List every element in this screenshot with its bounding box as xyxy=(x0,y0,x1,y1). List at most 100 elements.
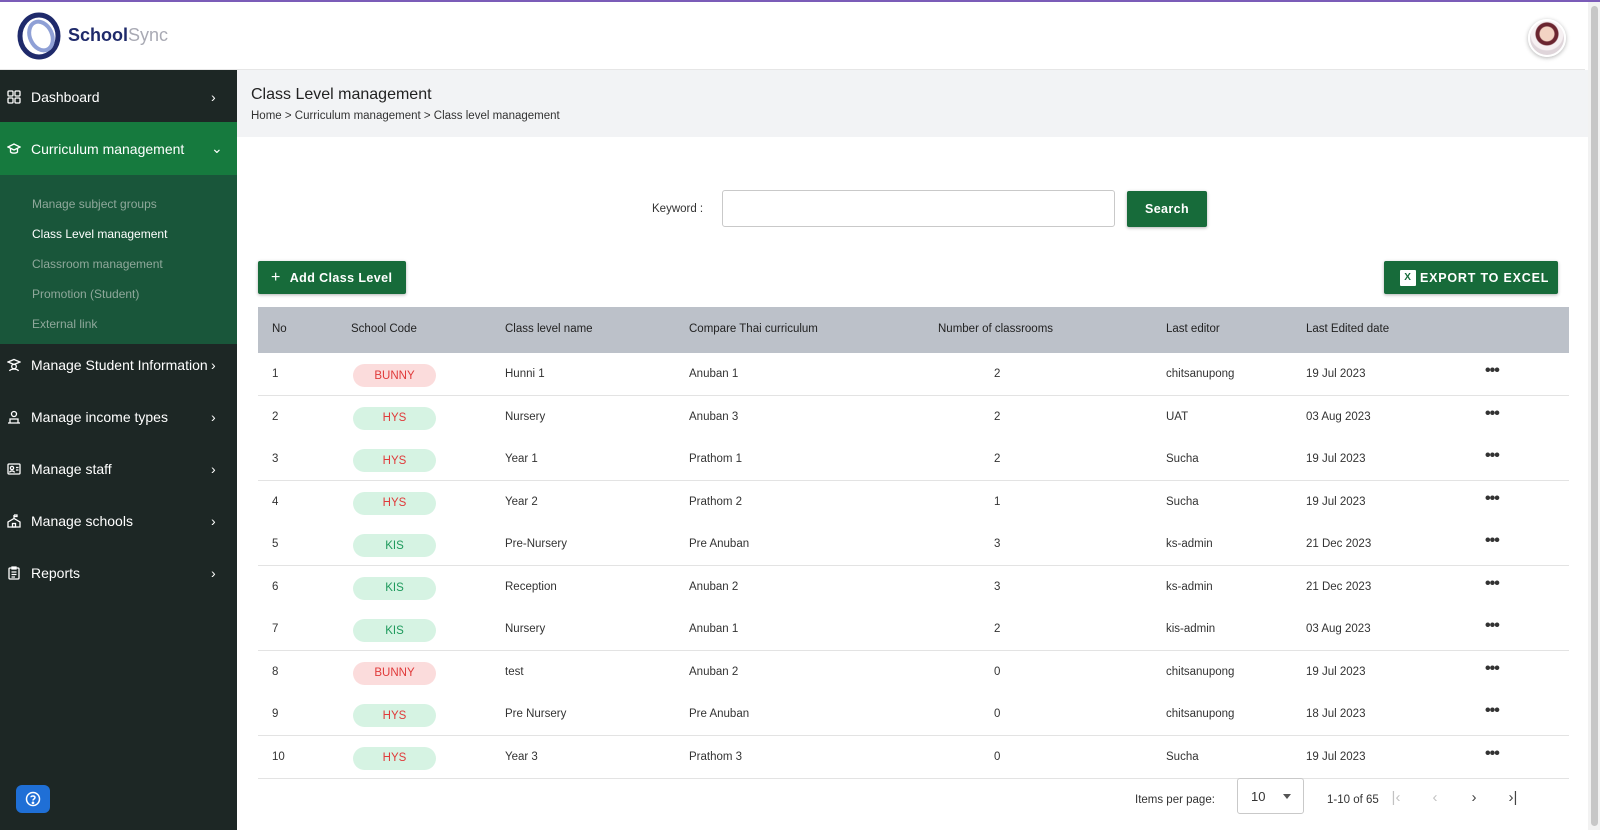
brand-secondary: Sync xyxy=(128,25,169,45)
cell-last-editor: Sucha xyxy=(1166,750,1199,763)
cell-class-level-name: Pre-Nursery xyxy=(505,538,567,550)
school-code-badge: BUNNY xyxy=(353,661,436,685)
more-horizontal-icon[interactable]: ••• xyxy=(1485,702,1500,719)
cell-class-level-name: Year 1 xyxy=(505,453,538,465)
cell-thai-curriculum: Anuban 3 xyxy=(689,410,739,423)
cell-classrooms: 2 xyxy=(994,410,1001,423)
sidebar-item-staff[interactable]: Manage staff › xyxy=(0,442,237,495)
more-horizontal-icon[interactable]: ••• xyxy=(1485,489,1500,507)
cell-class-level-name: Year 2 xyxy=(505,495,538,508)
cell-last-edited-date: 19 Jul 2023 xyxy=(1306,368,1366,380)
table-header: No School Code Class level name Compare … xyxy=(258,307,1569,353)
schoolsync-logo-icon[interactable] xyxy=(16,12,62,60)
school-code-badge: HYS xyxy=(353,406,436,430)
cell-last-editor: chitsanupong xyxy=(1166,665,1235,678)
sidebar-item-label: Manage staff xyxy=(31,460,112,477)
cell-last-edited-date: 19 Jul 2023 xyxy=(1306,495,1366,508)
submenu-item-external-link[interactable]: External link xyxy=(32,317,98,331)
cell-classrooms: 0 xyxy=(994,708,1001,720)
cell-last-editor: ks-admin xyxy=(1166,580,1213,593)
cell-last-edited-date: 19 Jul 2023 xyxy=(1306,665,1366,678)
sidebar-item-curriculum[interactable]: Curriculum management ⌄ xyxy=(0,122,237,175)
items-per-page-select[interactable]: 10 xyxy=(1237,778,1304,814)
school-icon xyxy=(7,513,21,528)
table-row: 10 Year 3 Prathom 3 0 Sucha 19 Jul 2023 HYS ••• xyxy=(258,735,1569,779)
sidebar: Dashboard › Curriculum management ⌄ Mana… xyxy=(0,70,237,830)
school-code-badge: KIS xyxy=(353,576,436,600)
cell-classrooms: 2 xyxy=(994,368,1001,380)
page-scrollbar[interactable] xyxy=(1588,2,1600,830)
table-row: 7 Nursery Anuban 1 2 kis-admin 03 Aug 2023 KIS… xyxy=(258,608,1569,651)
submenu-item-promotion[interactable]: Promotion (Student) xyxy=(32,287,140,301)
user-avatar[interactable] xyxy=(1528,19,1566,57)
cell-last-editor: Sucha xyxy=(1166,495,1199,508)
cell-last-editor: ks-admin xyxy=(1166,538,1213,550)
more-horizontal-icon[interactable]: ••• xyxy=(1485,404,1500,422)
report-icon xyxy=(7,565,21,580)
chevron-right-icon: › xyxy=(211,356,216,373)
more-horizontal-icon[interactable]: ••• xyxy=(1485,574,1500,592)
cell-last-edited-date: 21 Dec 2023 xyxy=(1306,538,1372,550)
cell-thai-curriculum: Anuban 2 xyxy=(689,580,739,593)
cell-thai-curriculum: Anuban 1 xyxy=(689,368,739,380)
chevron-down-icon: ⌄ xyxy=(211,140,223,156)
cell-classrooms: 0 xyxy=(994,750,1001,763)
more-horizontal-icon[interactable]: ••• xyxy=(1485,659,1500,677)
more-horizontal-icon[interactable]: ••• xyxy=(1485,532,1500,549)
cell-class-level-name: Nursery xyxy=(505,410,546,423)
first-page-icon[interactable]: |‹ xyxy=(1391,788,1401,806)
brand-primary: School xyxy=(68,25,129,45)
cell-no: 5 xyxy=(272,538,279,550)
cell-thai-curriculum: Pre Anuban xyxy=(689,708,750,720)
previous-page-icon[interactable]: ‹ xyxy=(1432,788,1438,806)
table-row: 6 Reception Anuban 2 3 ks-admin 21 Dec 2023 KI… xyxy=(258,565,1569,609)
brand-name: SchoolSync xyxy=(68,25,168,46)
submenu-item-classroom[interactable]: Classroom management xyxy=(32,257,163,271)
table-row: 2 Nursery Anuban 3 2 UAT 03 Aug 2023 HYS ••• xyxy=(258,395,1569,439)
cell-no: 9 xyxy=(272,708,279,720)
column-header-last-edited-date: Last Edited date xyxy=(1306,323,1390,335)
school-code-badge: KIS xyxy=(353,534,436,557)
cell-last-edited-date: 03 Aug 2023 xyxy=(1306,623,1371,635)
sidebar-item-student-info[interactable]: Manage Student Information › xyxy=(0,338,237,391)
cell-classrooms: 3 xyxy=(994,580,1001,593)
more-horizontal-icon[interactable]: ••• xyxy=(1485,362,1500,379)
main-content: Class Level management Home > Curriculum… xyxy=(237,70,1588,830)
help-button[interactable] xyxy=(16,785,50,813)
add-class-level-label: Add Class Level xyxy=(289,270,393,285)
page-header: Class Level management Home > Curriculum… xyxy=(237,70,1588,137)
dropdown-arrow-icon xyxy=(1283,794,1291,799)
search-button[interactable]: Search xyxy=(1127,191,1207,227)
sidebar-item-income-types[interactable]: Manage income types › xyxy=(0,390,237,443)
sidebar-item-dashboard[interactable]: Dashboard › xyxy=(0,70,237,123)
cell-last-edited-date: 19 Jul 2023 xyxy=(1306,750,1366,763)
cell-class-level-name: Reception xyxy=(505,580,557,593)
submenu-item-class-level[interactable]: Class Level management xyxy=(32,227,168,241)
table-row: 1 Hunni 1 Anuban 1 2 chitsanupong 19 Jul 2023… xyxy=(258,353,1569,396)
export-to-excel-button[interactable]: X EXPORT TO EXCEL xyxy=(1384,261,1558,294)
student-icon xyxy=(7,358,21,372)
sidebar-item-schools[interactable]: Manage schools › xyxy=(0,494,237,547)
more-horizontal-icon[interactable]: ••• xyxy=(1485,744,1500,762)
submenu-item-subject-groups[interactable]: Manage subject groups xyxy=(32,197,157,211)
school-code-badge: BUNNY xyxy=(353,364,436,387)
cell-thai-curriculum: Prathom 1 xyxy=(689,453,743,465)
sidebar-item-reports[interactable]: Reports › xyxy=(0,546,237,599)
sidebar-item-label: Reports xyxy=(31,564,81,581)
more-horizontal-icon[interactable]: ••• xyxy=(1485,447,1500,464)
column-header-classrooms: Number of classrooms xyxy=(938,323,1054,335)
more-horizontal-icon[interactable]: ••• xyxy=(1485,617,1500,634)
table-row: 5 Pre-Nursery Pre Anuban 3 ks-admin 21 Dec 20… xyxy=(258,523,1569,566)
scrollbar-thumb[interactable] xyxy=(1591,6,1598,826)
cell-last-edited-date: 03 Aug 2023 xyxy=(1306,410,1371,423)
last-page-icon[interactable]: ›| xyxy=(1508,788,1518,806)
next-page-icon[interactable]: › xyxy=(1471,788,1477,806)
help-circle-icon xyxy=(25,791,41,807)
breadcrumb[interactable]: Home > Curriculum management > Class lev… xyxy=(251,110,560,122)
cell-last-editor: chitsanupong xyxy=(1166,708,1235,720)
keyword-input[interactable] xyxy=(722,190,1115,227)
add-class-level-button[interactable]: + Add Class Level xyxy=(258,261,406,294)
school-code-badge: HYS xyxy=(353,491,436,515)
cell-thai-curriculum: Anuban 1 xyxy=(689,623,739,635)
cell-no: 6 xyxy=(272,580,279,593)
